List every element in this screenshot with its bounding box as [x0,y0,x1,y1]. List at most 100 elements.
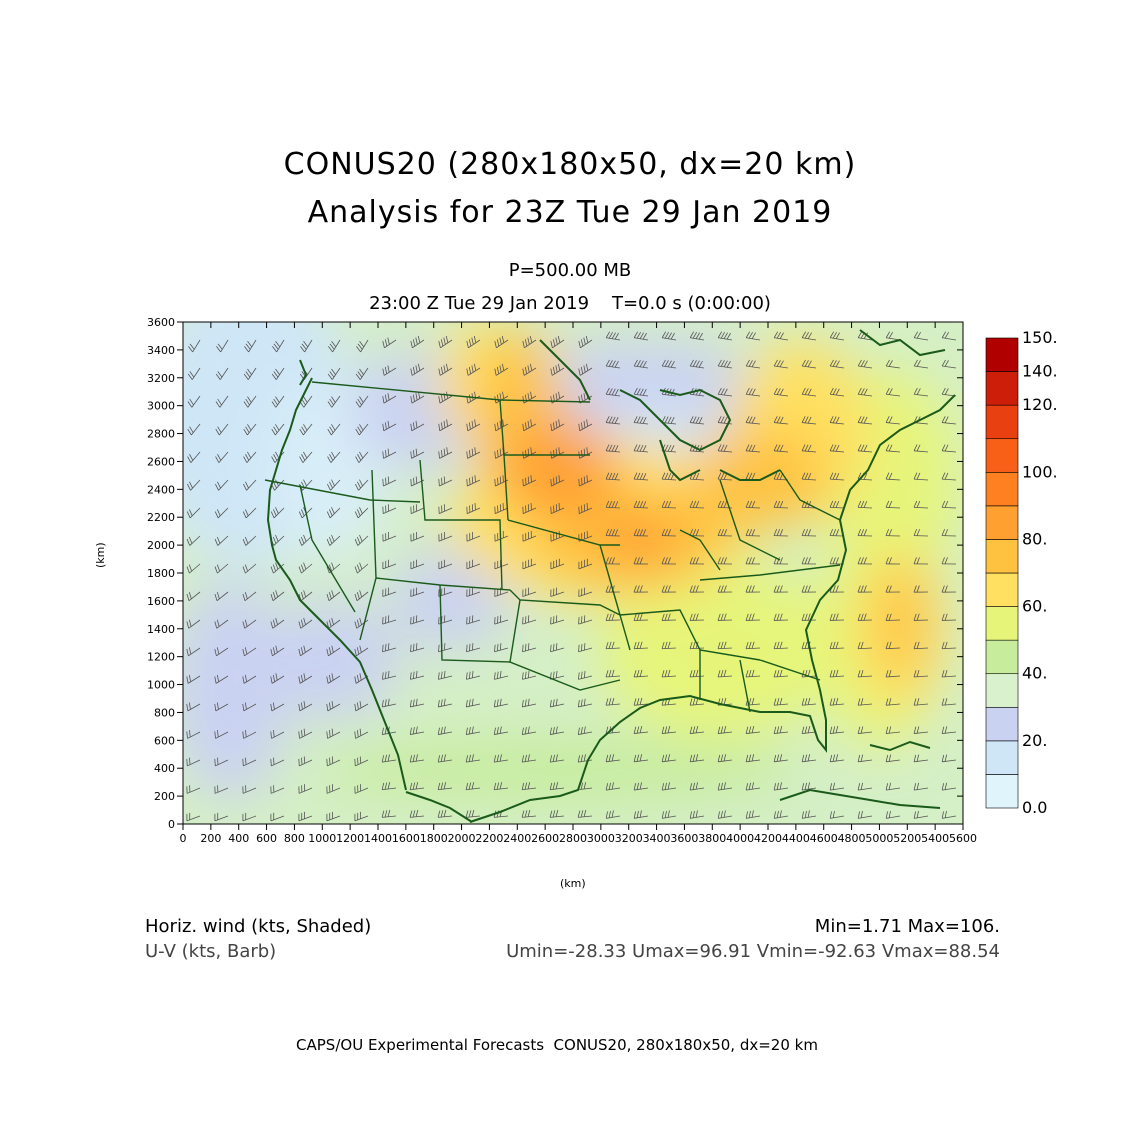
wind-barb [214,591,229,602]
wind-barb [494,503,509,515]
wind-barb [633,387,649,397]
colorbar-swatch [985,673,1019,708]
wind-barb [550,419,565,432]
wind-barb [410,670,425,680]
wind-barb [689,359,705,369]
wind-barb [605,529,621,537]
wind-barb [857,726,873,734]
wind-barb [745,529,761,537]
wind-barb [829,472,845,481]
wind-barb [577,698,593,708]
wind-barb [382,365,397,376]
wind-barb [355,423,369,436]
wind-barb [354,728,369,739]
y-tick-label: 1200 [147,651,175,664]
wind-barb [438,476,453,487]
y-tick-label: 3200 [147,372,175,385]
wind-barb [410,587,425,597]
wind-barb [300,339,313,353]
wind-barbs [186,331,957,822]
x-tick-label: 4200 [754,832,782,845]
wind-barb [354,562,369,574]
wind-barb [745,387,761,397]
wind-barb [745,585,761,593]
wind-barb [661,669,677,678]
wind-barb [410,420,425,432]
wind-barb [215,395,229,408]
wind-barb [466,419,481,432]
wind-barb [885,810,901,819]
wind-barb [885,472,901,481]
wind-barb [633,810,649,819]
wind-barb [941,472,957,481]
wind-barb [382,476,397,487]
wind-barb [801,359,817,369]
wind-barb [745,641,761,650]
x-tick-label: 3800 [698,832,726,845]
x-axis-label: (km) [560,877,586,890]
wind-barb [857,500,873,509]
wind-barb [857,782,873,791]
colorbar-label: 60. [1022,597,1047,616]
credit-line: CAPS/OU Experimental Forecasts CONUS20, … [296,1036,818,1054]
wind-barb [356,339,369,353]
wind-barb [913,331,929,341]
wind-barb [355,479,369,491]
wind-barb [941,585,957,593]
wind-barb [549,726,565,735]
wind-barb [381,782,397,791]
wind-barb [550,558,565,570]
wind-barb [355,451,369,463]
wind-barb [773,359,789,369]
y-tick-label: 800 [154,706,175,719]
colorbar-swatch [985,639,1019,675]
wind-barb [186,507,201,519]
wind-barb [913,754,929,763]
wind-barb [355,367,369,380]
wind-barb [717,641,733,650]
wind-barb [717,782,733,791]
x-tick-label: 4000 [726,832,754,845]
wind-barb [243,423,257,436]
wind-barb [382,504,397,515]
wind-barb [382,420,397,432]
wind-barb [885,782,901,791]
wind-barb [522,670,537,680]
chart-subtitle: Analysis for 23Z Tue 29 Jan 2019 [307,195,833,230]
wind-barb [409,726,425,735]
wind-barb [829,754,845,763]
colorbar-swatch [985,438,1019,473]
wind-barb [214,619,229,629]
wind-barb [578,475,593,487]
wind-barb [522,643,537,653]
wind-barb [605,669,621,678]
y-tick-label: 2400 [147,483,175,496]
wind-barb [885,444,901,453]
wind-barb [549,782,565,791]
pressure-level: P=500.00 MB [508,260,632,281]
wind-barb [298,673,313,684]
y-tick-label: 1600 [147,595,175,608]
wind-barb [745,557,761,565]
wind-barb [270,757,285,767]
wind-barb [270,590,285,602]
wind-barb [633,444,649,453]
wind-barb [689,726,705,734]
wind-barb [857,613,873,621]
wind-barb [270,617,285,629]
wind-barb [913,613,929,621]
wind-barb [522,391,537,404]
wind-barb [941,500,957,509]
wind-barb [829,387,845,397]
wind-barb [885,529,901,537]
colorbar-swatch [985,706,1019,742]
wind-barb [354,811,369,822]
wind-barb [773,782,789,791]
wind-barb [745,782,761,791]
wind-barb [215,423,229,436]
wind-barb [689,331,705,341]
wind-barb [773,416,789,425]
x-tick-label: 0 [180,832,187,845]
y-tick-label: 1800 [147,567,175,580]
wind-barb [913,500,929,509]
